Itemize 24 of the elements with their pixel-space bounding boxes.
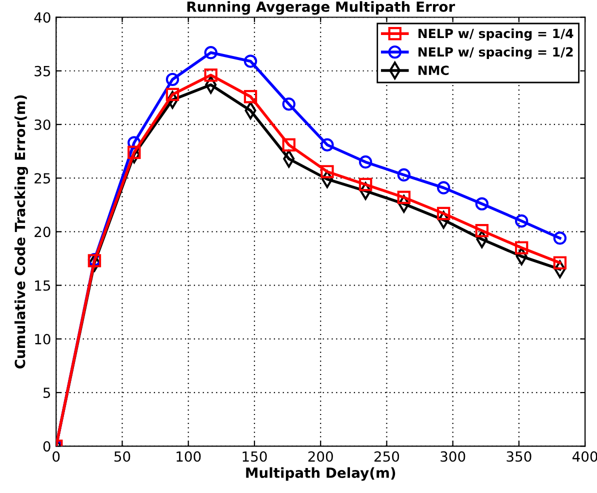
x-tick-label: 200 <box>308 451 333 462</box>
x-tick-label: 350 <box>506 451 532 462</box>
legend-label: NMC <box>418 66 449 76</box>
y-tick-label: 40 <box>34 12 50 23</box>
x-tick-label: 150 <box>242 451 267 462</box>
y-tick-label: 10 <box>35 334 50 344</box>
x-axis-title: Multipath Delay(m) <box>246 467 396 481</box>
legend-label: NELP w/ spacing = 1/2 <box>418 46 573 60</box>
y-tick-label: 20 <box>34 226 50 238</box>
y-axis-title: Cumulative Code Tracking Error(m) <box>14 95 28 369</box>
y-tick-label: 35 <box>34 66 50 76</box>
y-tick-label: 25 <box>34 173 50 184</box>
y-tick-label: 30 <box>34 119 50 130</box>
x-tick-label: 300 <box>440 451 466 462</box>
y-tick-label: 0 <box>43 441 50 452</box>
y-tick-label: 15 <box>35 280 50 291</box>
x-tick-label: 400 <box>572 451 597 462</box>
x-tick-label: 0 <box>52 451 60 462</box>
x-tick-label: 250 <box>374 451 400 462</box>
chart-title: Running Avgerage Multipath Error <box>187 1 456 15</box>
x-tick-label: 100 <box>176 451 201 462</box>
legend-label: NELP w/ spacing = 1/4 <box>418 28 574 41</box>
y-tick-label: 5 <box>43 388 50 398</box>
x-tick-label: 50 <box>114 451 130 462</box>
